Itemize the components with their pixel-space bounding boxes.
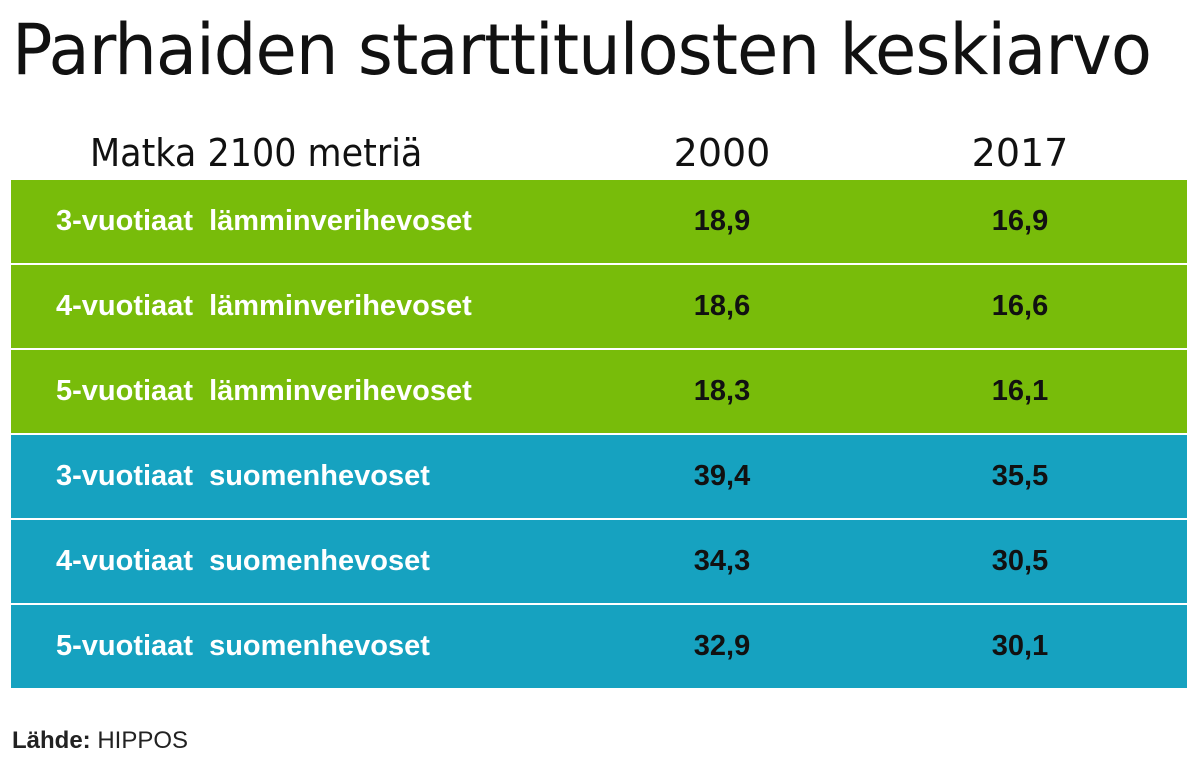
column-header-2000: 2000 [673,131,771,175]
value-2017: 35,5 [991,460,1049,492]
row-label: 4-vuotiaat lämminverihevoset [56,290,472,322]
table-row: 3-vuotiaat suomenhevoset 39,4 35,5 [11,435,1187,518]
value-2017: 16,9 [991,205,1049,237]
row-label: 5-vuotiaat lämminverihevoset [56,375,472,407]
value-2000: 18,9 [693,205,751,237]
source-label: Lähde: [12,727,91,754]
value-2017: 16,6 [991,290,1049,322]
table-row: 5-vuotiaat suomenhevoset 32,9 30,1 [11,605,1187,688]
value-2017: 30,5 [991,545,1049,577]
value-2000: 18,6 [693,290,751,322]
value-2017: 16,1 [991,375,1049,407]
column-header-2017: 2017 [971,131,1069,175]
value-2000: 32,9 [693,630,751,662]
source-value: HIPPOS [97,727,189,754]
row-label: 3-vuotiaat suomenhevoset [56,460,430,492]
value-2017: 30,1 [991,630,1049,662]
table-row: 5-vuotiaat lämminverihevoset 18,3 16,1 [11,350,1187,433]
table-row: 4-vuotiaat lämminverihevoset 18,6 16,6 [11,265,1187,348]
value-2000: 39,4 [693,460,751,492]
source-note: Lähde: HIPPOS [12,724,188,758]
value-2000: 34,3 [693,545,751,577]
row-label: 4-vuotiaat suomenhevoset [56,545,430,577]
row-label: 5-vuotiaat suomenhevoset [56,630,430,662]
row-label: 3-vuotiaat lämminverihevoset [56,205,472,237]
value-2000: 18,3 [693,375,751,407]
row-header: Matka 2100 metriä [90,131,423,175]
table-row: 4-vuotiaat suomenhevoset 34,3 30,5 [11,520,1187,603]
table-row: 3-vuotiaat lämminverihevoset 18,9 16,9 [11,180,1187,263]
data-table: 3-vuotiaat lämminverihevoset 18,9 16,9 4-vu… [11,180,1187,688]
chart-title: Parhaiden starttitulosten keskiarvo [12,9,1152,91]
